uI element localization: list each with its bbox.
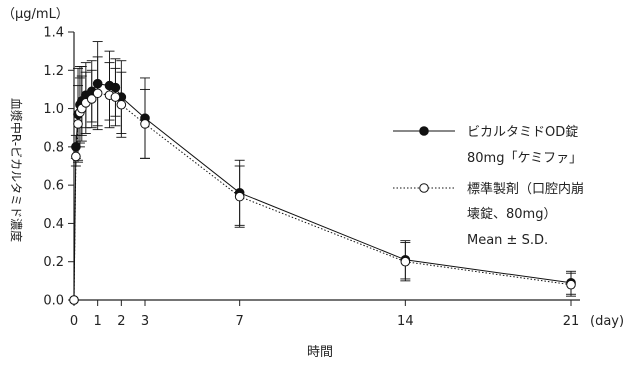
x-unit-label: (day) bbox=[590, 314, 624, 329]
x-axis-title: 時間 bbox=[307, 345, 333, 360]
x-ticks: 0 1 2 3 7 14 21 bbox=[70, 300, 579, 329]
data-point bbox=[140, 119, 150, 129]
data-point bbox=[86, 94, 97, 104]
x-tick-label: 7 bbox=[236, 314, 244, 329]
series-layer bbox=[69, 41, 576, 305]
y-tick-label: 1.2 bbox=[43, 64, 64, 79]
y-axis-title: 血漿中R-ビカルタミド濃度 bbox=[9, 98, 24, 242]
data-point bbox=[71, 151, 81, 162]
data-point bbox=[116, 99, 127, 110]
series-reference bbox=[69, 56, 576, 305]
data-point bbox=[234, 191, 245, 202]
data-point bbox=[400, 256, 411, 267]
y-tick-label: 0.4 bbox=[43, 217, 64, 232]
x-tick-label: 3 bbox=[141, 314, 149, 329]
legend-label-test-line1: ビカルタミドOD錠 bbox=[467, 125, 578, 140]
y-tick-label: 0.8 bbox=[43, 140, 64, 155]
y-ticks: 0.0 0.2 0.4 0.6 0.8 1.0 1.2 1.4 bbox=[43, 26, 74, 309]
x-tick-label: 0 bbox=[70, 314, 78, 329]
y-tick-label: 0.6 bbox=[43, 179, 64, 194]
legend-marker-reference bbox=[419, 183, 429, 193]
x-tick-label: 2 bbox=[117, 314, 125, 329]
y-tick-label: 1.4 bbox=[43, 26, 64, 41]
y-tick-label: 0.2 bbox=[43, 255, 64, 270]
x-tick-label: 21 bbox=[563, 314, 580, 329]
x-tick-label: 14 bbox=[397, 314, 414, 329]
legend-note: Mean ± S.D. bbox=[467, 233, 548, 248]
data-point bbox=[73, 119, 83, 129]
y-tick-label: 1.0 bbox=[43, 102, 64, 117]
data-point bbox=[566, 279, 576, 290]
data-point bbox=[69, 295, 79, 305]
data-point bbox=[92, 88, 103, 99]
data-point bbox=[110, 92, 121, 102]
y-unit-label: （μg/mL） bbox=[2, 7, 69, 22]
y-tick-label: 0.0 bbox=[43, 294, 64, 309]
series-test bbox=[69, 41, 576, 305]
legend-label-reference-line1: 標準製剤（口腔内崩 bbox=[467, 181, 584, 197]
x-tick-label: 1 bbox=[94, 314, 102, 329]
legend-label-test-line2: 80mg「ケミファ」 bbox=[467, 151, 582, 166]
legend: ビカルタミドOD錠 80mg「ケミファ」 標準製剤（口腔内崩 壊錠、80mg） … bbox=[393, 125, 584, 248]
legend-label-reference-line2: 壊錠、80mg） bbox=[467, 207, 556, 222]
legend-marker-test bbox=[419, 126, 429, 136]
